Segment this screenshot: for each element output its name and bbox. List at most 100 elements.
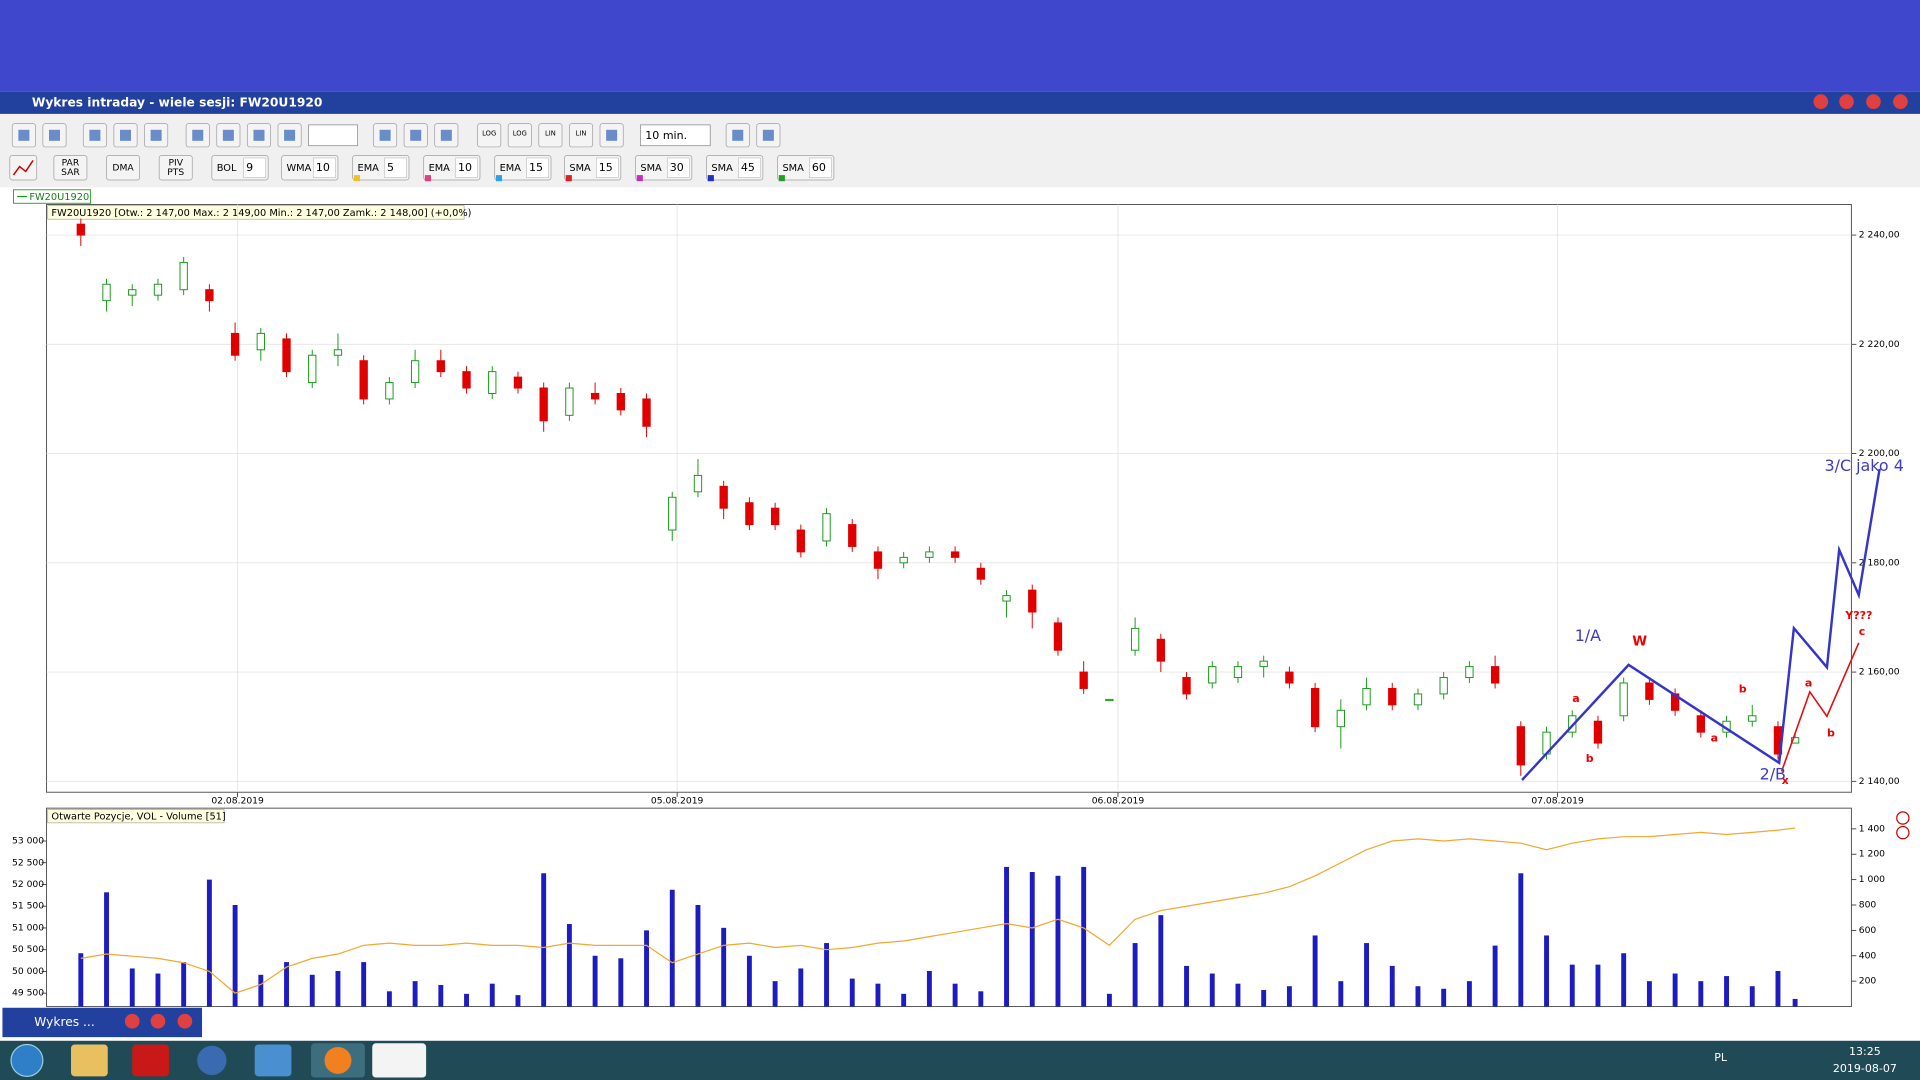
y-tick-label: 50 500 — [12, 944, 44, 955]
toolbar-button[interactable] — [477, 123, 502, 148]
button-minimize[interactable] — [1839, 94, 1854, 109]
candle-body — [1028, 589, 1037, 613]
indicator-input[interactable] — [313, 157, 336, 178]
annotation: 2/B — [1760, 765, 1786, 784]
dropdown[interactable] — [308, 124, 358, 147]
indicator-name: WMA — [287, 163, 312, 174]
x-tick-label: 05.08.2019 — [651, 795, 704, 806]
volume-bar — [232, 904, 238, 1007]
toolbar-button[interactable] — [507, 123, 532, 148]
indicator-input[interactable] — [667, 157, 690, 178]
toolbar-icon — [379, 129, 391, 141]
candle-body — [976, 567, 985, 580]
start-button[interactable] — [10, 1043, 44, 1077]
volume-bar — [798, 968, 804, 1007]
y2-tick-label: 200 — [1859, 976, 1877, 987]
y-tick-label: 2 180,00 — [1859, 557, 1900, 568]
indicator-input[interactable] — [738, 157, 761, 178]
candle-body — [513, 376, 523, 389]
volume-bar — [566, 924, 572, 1007]
volume-bar — [1184, 965, 1189, 1007]
volume-bar — [901, 993, 907, 1007]
candle-body — [539, 387, 548, 422]
y-tick-label: 2 160,00 — [1859, 667, 1900, 678]
y2-tick-label: 400 — [1859, 950, 1877, 961]
indicator-name: SMA — [569, 163, 591, 174]
pane-close[interactable] — [1896, 811, 1910, 825]
volume-bar — [155, 973, 161, 1007]
candle-body — [102, 283, 111, 302]
y-tick-label: 52 000 — [12, 879, 44, 890]
minimized-window[interactable] — [2, 1007, 203, 1038]
volume-bar — [1235, 983, 1241, 1007]
candle-body — [230, 332, 240, 356]
candle-body — [1259, 660, 1268, 668]
volume-bar — [1286, 986, 1292, 1007]
candle-body — [1619, 682, 1628, 717]
volume-bar — [1595, 964, 1601, 1007]
volume-bar — [695, 904, 701, 1007]
app-icon[interactable] — [132, 1044, 169, 1077]
toolbar-button[interactable] — [158, 155, 193, 181]
indicator-input[interactable] — [596, 157, 619, 178]
button-maximize[interactable] — [1866, 94, 1881, 109]
indicator-input[interactable] — [809, 157, 832, 178]
button-close[interactable] — [1893, 94, 1908, 109]
indicator-input[interactable] — [526, 157, 549, 178]
toolbar-button[interactable] — [106, 155, 140, 181]
toolbar-icon — [12, 160, 34, 176]
button-pin[interactable] — [1813, 94, 1829, 109]
dropdown[interactable] — [640, 124, 711, 147]
volume-bar — [1441, 988, 1447, 1007]
toolbar-button[interactable] — [53, 155, 88, 181]
info-box — [47, 205, 465, 220]
indicator-color — [778, 175, 785, 182]
candle-body — [1053, 622, 1063, 651]
app-icon[interactable] — [71, 1044, 108, 1077]
button-restore[interactable] — [124, 1013, 140, 1029]
toolbar-button[interactable] — [569, 123, 594, 148]
annotation: W — [1632, 635, 1647, 650]
candle-body — [1362, 687, 1371, 706]
toolbar-icon — [762, 129, 774, 141]
volume-bar — [978, 991, 984, 1007]
candle-body — [590, 392, 600, 400]
button-maximize[interactable] — [150, 1013, 166, 1029]
volume-bar — [592, 955, 598, 1007]
y2-tick-label: 1 200 — [1859, 849, 1885, 860]
candle-body — [1156, 638, 1165, 662]
app-icon[interactable] — [197, 1045, 227, 1076]
annotation: b — [1586, 752, 1594, 765]
volume-bar — [1466, 981, 1472, 1007]
annotation: c — [1859, 625, 1866, 638]
window-controls — [1813, 94, 1908, 109]
y-tick-label: 51 000 — [12, 922, 44, 933]
indicator-name: SMA — [711, 163, 733, 174]
candle-body — [282, 338, 291, 373]
candle-body — [1079, 671, 1088, 689]
pane-settings[interactable] — [1896, 825, 1910, 840]
annotation: b — [1827, 726, 1835, 739]
indicator-input[interactable] — [384, 157, 407, 178]
volume-bar — [1389, 965, 1395, 1007]
volume-bar — [181, 962, 187, 1007]
volume-bar — [258, 974, 264, 1007]
app-icon[interactable] — [254, 1044, 292, 1077]
legend-label: FW20U1920 — [29, 192, 89, 203]
indicator-input[interactable] — [455, 157, 478, 178]
candle-body — [1002, 595, 1011, 602]
toolbar-button[interactable] — [9, 155, 38, 181]
candle-body — [925, 551, 934, 558]
volume-bar — [129, 968, 135, 1007]
volume-bar — [746, 955, 752, 1007]
indicator-input[interactable] — [243, 157, 267, 178]
candle-body — [1516, 726, 1525, 766]
title-bar — [0, 91, 1920, 114]
annotation: a — [1572, 692, 1579, 705]
toolbar-button-label: SAR — [61, 167, 80, 178]
toolbar-icon — [440, 129, 452, 141]
toolbar-button[interactable] — [538, 123, 563, 148]
app-icon-active[interactable] — [372, 1043, 427, 1078]
toolbar-icon — [253, 129, 265, 141]
button-close[interactable] — [177, 1013, 193, 1029]
